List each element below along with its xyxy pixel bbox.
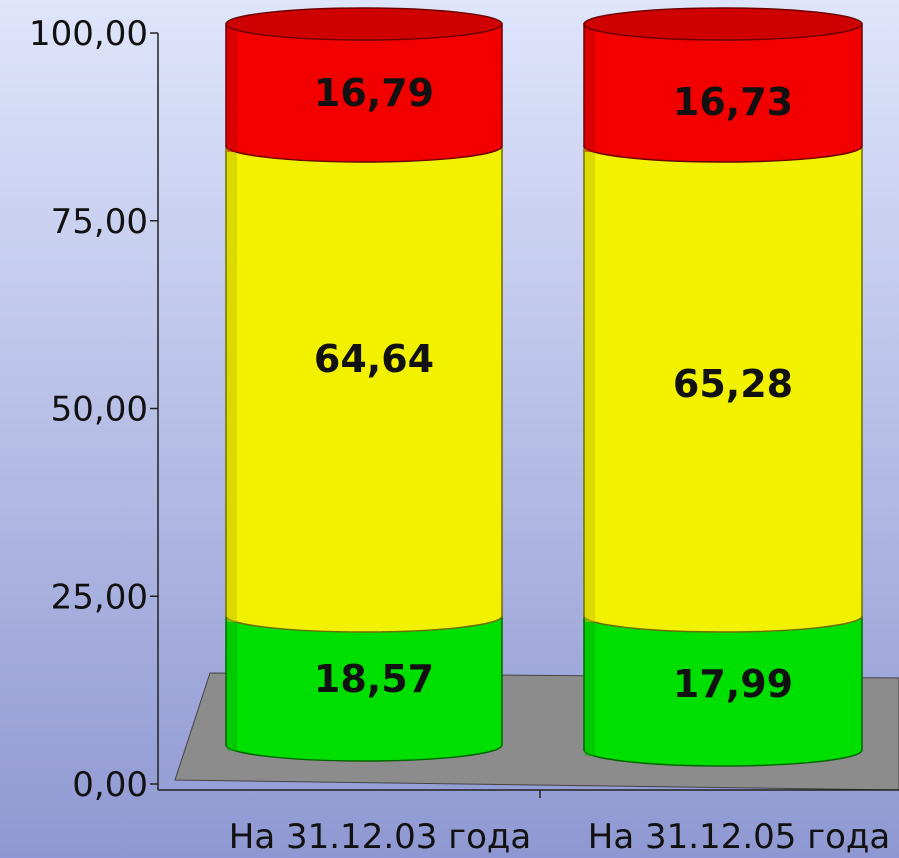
bar-segment	[583, 615, 863, 767]
x-tick-label: На 31.12.05 года	[588, 817, 890, 857]
data-label: 17,99	[673, 662, 793, 706]
y-tick-label: 50,00	[51, 390, 148, 430]
y-tick-label: 25,00	[51, 577, 148, 617]
bar-segment	[583, 23, 863, 163]
bar-segment	[225, 145, 503, 633]
data-label: 18,57	[314, 657, 434, 701]
x-tick-label: На 31.12.03 года	[229, 817, 531, 857]
data-label: 65,28	[673, 362, 793, 406]
y-tick-label: 0,00	[72, 765, 148, 805]
bar-top-cap	[583, 7, 863, 41]
bar-segment	[225, 23, 503, 163]
data-label: 16,79	[314, 71, 434, 115]
bar-top-cap	[225, 7, 503, 41]
bar-segment	[583, 145, 863, 633]
bar-segment	[225, 615, 503, 762]
y-tick-label: 100,00	[29, 14, 148, 54]
data-label: 16,73	[673, 80, 793, 124]
y-tick-label: 75,00	[51, 202, 148, 242]
data-label: 64,64	[314, 337, 434, 381]
